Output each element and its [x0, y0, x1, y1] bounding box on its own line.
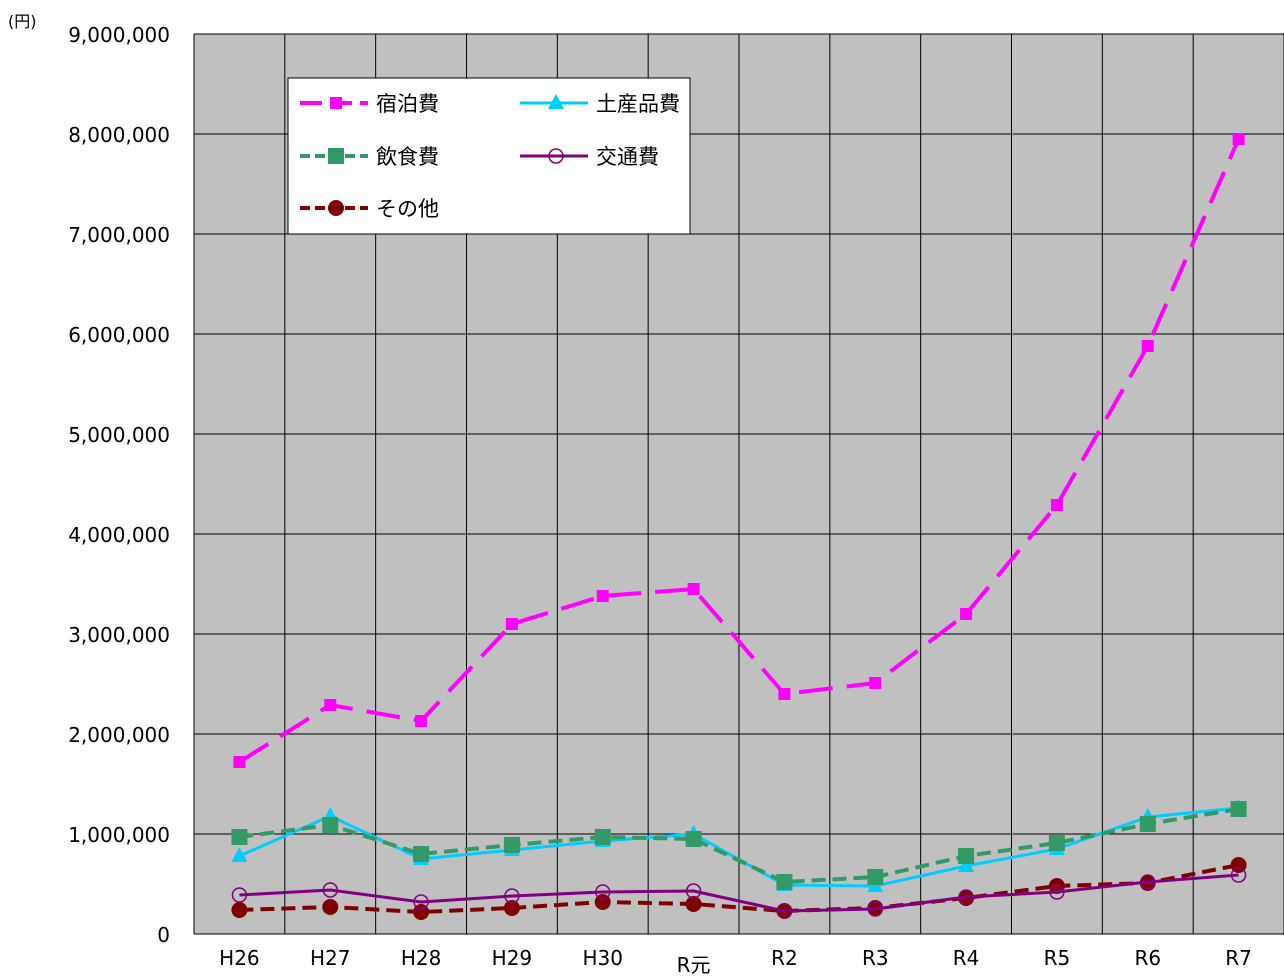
x-tick-label: H27 — [310, 946, 351, 970]
data-point — [685, 831, 702, 847]
y-tick-label: 6,000,000 — [68, 323, 170, 347]
series-0 — [233, 133, 1245, 768]
legend-marker — [548, 148, 564, 164]
data-point — [595, 884, 611, 900]
y-tick-label: 4,000,000 — [68, 523, 170, 547]
series-line — [238, 138, 1241, 764]
data-point — [958, 889, 974, 905]
data-point — [504, 888, 520, 904]
data-point — [1230, 801, 1247, 817]
legend-item: その他 — [300, 197, 439, 221]
data-point — [324, 699, 337, 711]
data-point — [867, 901, 883, 917]
legend-label: 飲食費 — [376, 145, 439, 169]
data-point — [776, 903, 793, 919]
data-point — [869, 677, 882, 689]
legend-marker — [330, 97, 342, 109]
data-point — [596, 590, 609, 602]
series-line — [239, 807, 1239, 884]
data-point — [958, 848, 975, 864]
y-tick-label: 5,000,000 — [68, 423, 170, 447]
x-tick-label: R元 — [677, 953, 711, 977]
data-point — [1141, 340, 1154, 352]
legend-marker — [328, 148, 344, 164]
y-axis-ticks: 0 1,000,000 2,000,000 3,000,000 4,000,000 5,0… — [68, 23, 170, 947]
x-tick-label: H26 — [219, 946, 260, 970]
data-point — [1050, 499, 1063, 511]
y-tick-label: 3,000,000 — [68, 623, 170, 647]
data-point — [322, 817, 339, 833]
x-tick-label: R2 — [771, 946, 798, 970]
x-tick-label: H28 — [401, 946, 442, 970]
data-point — [413, 894, 429, 910]
x-tick-label: R4 — [953, 946, 980, 970]
series-group — [231, 133, 1247, 920]
data-point — [1048, 835, 1065, 851]
legend-item: 土産品費 — [520, 92, 680, 116]
legend-marker — [328, 200, 344, 216]
legend-marker — [548, 94, 564, 109]
data-point — [958, 857, 975, 872]
series-3 — [231, 867, 1247, 919]
data-point — [1139, 816, 1156, 832]
legend-item: 交通費 — [520, 145, 659, 169]
data-point — [1048, 878, 1065, 894]
y-tick-label: 7,000,000 — [68, 223, 170, 247]
x-tick-label: R5 — [1044, 946, 1071, 970]
y-tick-label: 8,000,000 — [68, 123, 170, 147]
y-tick-label: 2,000,000 — [68, 723, 170, 747]
legend-item: 飲食費 — [300, 145, 439, 169]
y-unit-label: (円) — [8, 12, 37, 31]
x-tick-label: H29 — [492, 946, 533, 970]
x-tick-label: R3 — [862, 946, 889, 970]
data-point — [594, 829, 611, 845]
data-point — [867, 869, 884, 885]
data-point — [505, 618, 518, 630]
y-tick-label: 1,000,000 — [68, 823, 170, 847]
data-point — [231, 829, 248, 845]
data-point — [322, 899, 339, 915]
legend-label: 交通費 — [596, 145, 659, 169]
legend-label: 宿泊費 — [376, 92, 439, 116]
x-tick-label: R6 — [1134, 946, 1161, 970]
x-tick-label: H30 — [583, 946, 624, 970]
legend-item: 宿泊費 — [300, 92, 439, 116]
legend-label: 土産品費 — [596, 92, 680, 116]
data-point — [231, 902, 248, 918]
x-axis-ticks: H26 H27 H28 H29 H30 R元 R2 R3 R4 R5 R6 R7 — [219, 946, 1252, 977]
data-point — [231, 847, 248, 862]
data-point — [503, 900, 520, 916]
data-point — [685, 883, 702, 899]
y-tick-label: 9,000,000 — [68, 23, 170, 47]
data-point — [503, 837, 520, 853]
data-point — [685, 896, 702, 912]
data-point — [687, 583, 700, 595]
data-point — [231, 887, 248, 903]
data-point — [415, 715, 428, 727]
data-point — [413, 846, 430, 862]
data-point — [233, 756, 246, 768]
data-point — [960, 608, 973, 620]
series-line — [239, 873, 1239, 913]
legend-label: その他 — [376, 197, 439, 221]
data-point — [1232, 133, 1245, 145]
data-point — [776, 874, 793, 890]
series-2 — [231, 801, 1247, 890]
y-tick-label: 0 — [157, 923, 170, 947]
data-point — [1049, 884, 1065, 900]
data-point — [322, 882, 338, 898]
data-point — [778, 688, 791, 700]
data-point — [1230, 867, 1247, 883]
data-point — [1140, 874, 1156, 890]
x-tick-label: R7 — [1225, 946, 1252, 970]
